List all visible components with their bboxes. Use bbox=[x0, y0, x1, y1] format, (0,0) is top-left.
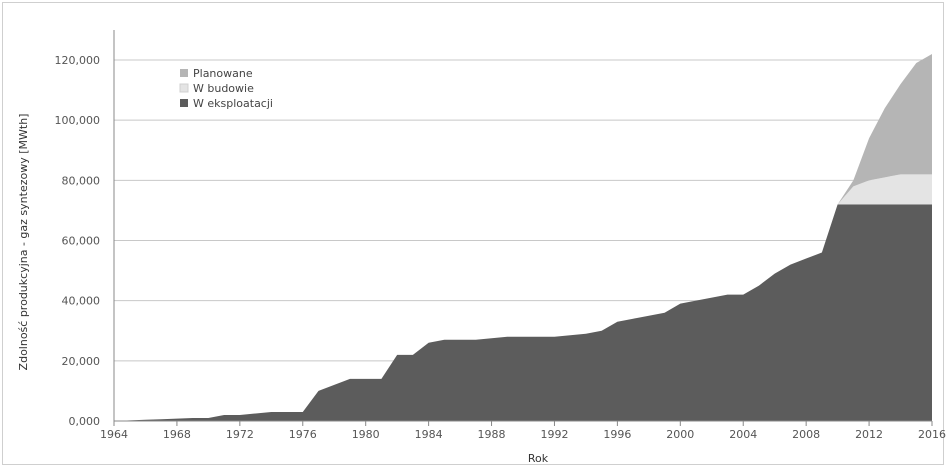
legend: Planowane W budowie W eksploatacji bbox=[179, 67, 273, 110]
plot-areas bbox=[114, 53, 932, 421]
y-tick-label: 80,000 bbox=[62, 174, 101, 187]
y-tick-label: 100,000 bbox=[55, 114, 101, 127]
area-w-eksploatacji bbox=[114, 204, 932, 421]
y-tick-label: 60,000 bbox=[62, 235, 101, 248]
x-tick-label: 1980 bbox=[352, 428, 380, 441]
x-tick-label: 1988 bbox=[478, 428, 506, 441]
x-tick-label: 2000 bbox=[666, 428, 694, 441]
y-tick-label: 0,000 bbox=[69, 415, 101, 428]
y-tick-label: 40,000 bbox=[62, 295, 101, 308]
x-tick-label: 1984 bbox=[415, 428, 443, 441]
x-axis-title: Rok bbox=[528, 452, 549, 465]
area-w-budowie bbox=[114, 174, 932, 421]
x-tick-label: 1992 bbox=[540, 428, 568, 441]
x-tick-label: 2004 bbox=[729, 428, 757, 441]
legend-label: W eksploatacji bbox=[193, 97, 273, 110]
x-tick-label: 2012 bbox=[855, 428, 883, 441]
axes bbox=[113, 30, 932, 422]
x-tick-label: 1972 bbox=[226, 428, 254, 441]
x-tick-label: 2016 bbox=[918, 428, 946, 441]
x-tick-label: 1996 bbox=[603, 428, 631, 441]
y-axis-title: Zdolność produkcyjna - gaz syntezowy [MW… bbox=[17, 114, 30, 371]
x-tick-labels: 1964 1968 1972 1976 1980 1984 1988 1992 1996 2000… bbox=[100, 421, 946, 441]
x-tick-label: 2008 bbox=[792, 428, 820, 441]
legend-swatch bbox=[179, 83, 189, 93]
legend-swatch bbox=[180, 99, 188, 107]
x-tick-label: 1976 bbox=[289, 428, 317, 441]
y-tick-labels: 0,000 20,000 40,000 60,000 80,000 100,000 120,… bbox=[55, 54, 101, 428]
legend-label: W budowie bbox=[193, 82, 254, 95]
y-tick-label: 20,000 bbox=[62, 355, 101, 368]
legend-swatch bbox=[180, 69, 188, 77]
x-tick-label: 1964 bbox=[100, 428, 128, 441]
legend-label: Planowane bbox=[193, 67, 253, 80]
x-tick-label: 1968 bbox=[163, 428, 191, 441]
y-tick-label: 120,000 bbox=[55, 54, 101, 67]
